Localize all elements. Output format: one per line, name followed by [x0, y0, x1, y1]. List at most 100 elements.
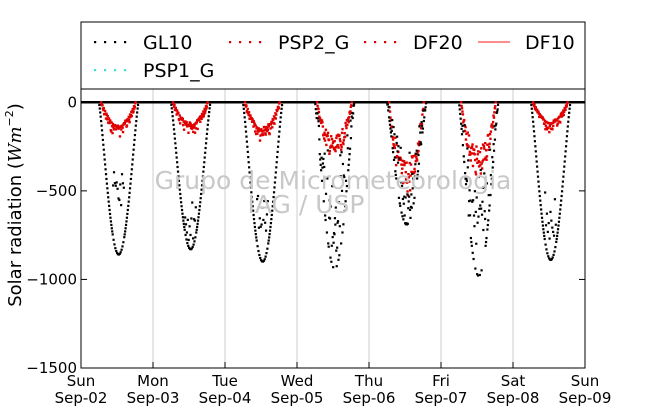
gl10-point — [324, 214, 327, 217]
df20-point — [494, 101, 497, 104]
df20-point — [479, 164, 482, 167]
gl10-point — [475, 242, 478, 245]
df20-point — [479, 172, 483, 175]
df20-point — [275, 113, 278, 116]
gl10-point — [277, 135, 281, 138]
gl10-point — [203, 161, 206, 164]
gl10-point — [537, 180, 540, 183]
df20-point — [477, 150, 480, 153]
gl10-point — [189, 233, 192, 237]
gl10-point — [121, 182, 125, 185]
gl10-point — [489, 193, 492, 197]
df20-point — [132, 110, 135, 113]
df20-point — [478, 150, 482, 154]
gl10-point — [536, 165, 539, 168]
df20-point — [199, 120, 202, 123]
gl10-point — [114, 184, 117, 187]
df20-point — [545, 126, 548, 129]
gl10-point — [331, 185, 334, 188]
gl10-point — [496, 110, 499, 113]
df20-point — [112, 128, 116, 131]
df20-point — [389, 119, 393, 122]
gl10-point — [332, 241, 335, 244]
gl10-point — [543, 237, 546, 241]
gl10-point — [200, 184, 204, 187]
df20-point — [172, 105, 176, 108]
df20-point — [475, 157, 479, 161]
gl10-point — [252, 213, 255, 217]
gl10-point — [254, 233, 257, 236]
gl10-point — [471, 251, 474, 254]
df20-point — [134, 101, 137, 104]
gl10-point — [410, 206, 413, 209]
gl10-point — [133, 133, 137, 137]
gl10-point — [104, 173, 108, 176]
gl10-point — [251, 200, 254, 203]
gl10-point — [318, 138, 321, 141]
gl10-point — [485, 182, 489, 185]
gl10-point — [101, 138, 105, 142]
df20-point — [252, 120, 256, 123]
df20-point — [321, 121, 324, 124]
gl10-point — [394, 170, 397, 173]
gl10-point — [472, 257, 475, 261]
gl10-point — [555, 240, 558, 244]
gl10-point — [421, 131, 424, 134]
x-tick-label-day: Tue — [211, 372, 238, 390]
gl10-point — [184, 216, 187, 219]
gl10-point — [483, 210, 486, 213]
gl10-point — [559, 208, 562, 211]
gl10-point — [546, 230, 549, 233]
gl10-point — [412, 177, 416, 180]
y-tick-label: 0 — [67, 93, 77, 111]
df20-point — [319, 119, 322, 122]
gl10-point — [345, 190, 348, 193]
df20-point — [251, 118, 254, 121]
gl10-point — [176, 165, 179, 169]
gl10-point — [556, 234, 559, 238]
gl10-point — [392, 158, 396, 162]
gl10-point — [317, 124, 321, 128]
x-tick-label-day: Fri — [432, 372, 450, 390]
gl10-point — [172, 128, 176, 131]
df20-point — [474, 173, 478, 176]
gl10-point — [390, 129, 393, 132]
gl10-point — [206, 128, 209, 131]
df20-point — [482, 145, 486, 148]
legend-psp1g-marker — [104, 69, 107, 72]
gl10-point — [348, 158, 351, 161]
gl10-point — [324, 218, 327, 222]
df20-point — [467, 134, 471, 137]
gl10-point — [182, 222, 185, 225]
gl10-point — [266, 247, 269, 250]
df20-point — [406, 190, 409, 193]
df20-point — [466, 131, 469, 134]
df20-point — [264, 132, 267, 135]
df20-point — [464, 138, 468, 141]
gl10-point — [243, 111, 246, 115]
gl10-point — [135, 119, 138, 123]
df20-point — [399, 156, 402, 160]
gl10-point — [496, 108, 499, 111]
gl10-point — [118, 252, 121, 255]
df20-point — [480, 147, 483, 150]
gl10-point — [207, 119, 210, 122]
legend-df20-marker — [384, 41, 387, 44]
gl10-point — [241, 101, 244, 104]
df20-point — [192, 130, 195, 134]
gl10-point — [260, 223, 263, 226]
gl10-point — [478, 273, 481, 277]
gl10-point — [534, 145, 537, 148]
df20-point — [261, 129, 264, 133]
gl10-point — [418, 143, 421, 146]
gl10-point — [336, 221, 339, 224]
df20-point — [111, 131, 114, 135]
legend-psp1g-marker — [94, 69, 97, 72]
gl10-point — [482, 228, 485, 232]
df20-point — [123, 121, 126, 125]
gl10-point — [466, 166, 469, 169]
df20-point — [415, 159, 419, 162]
df20-point — [543, 119, 547, 123]
gl10-point — [534, 150, 537, 153]
df20-point — [126, 118, 129, 121]
